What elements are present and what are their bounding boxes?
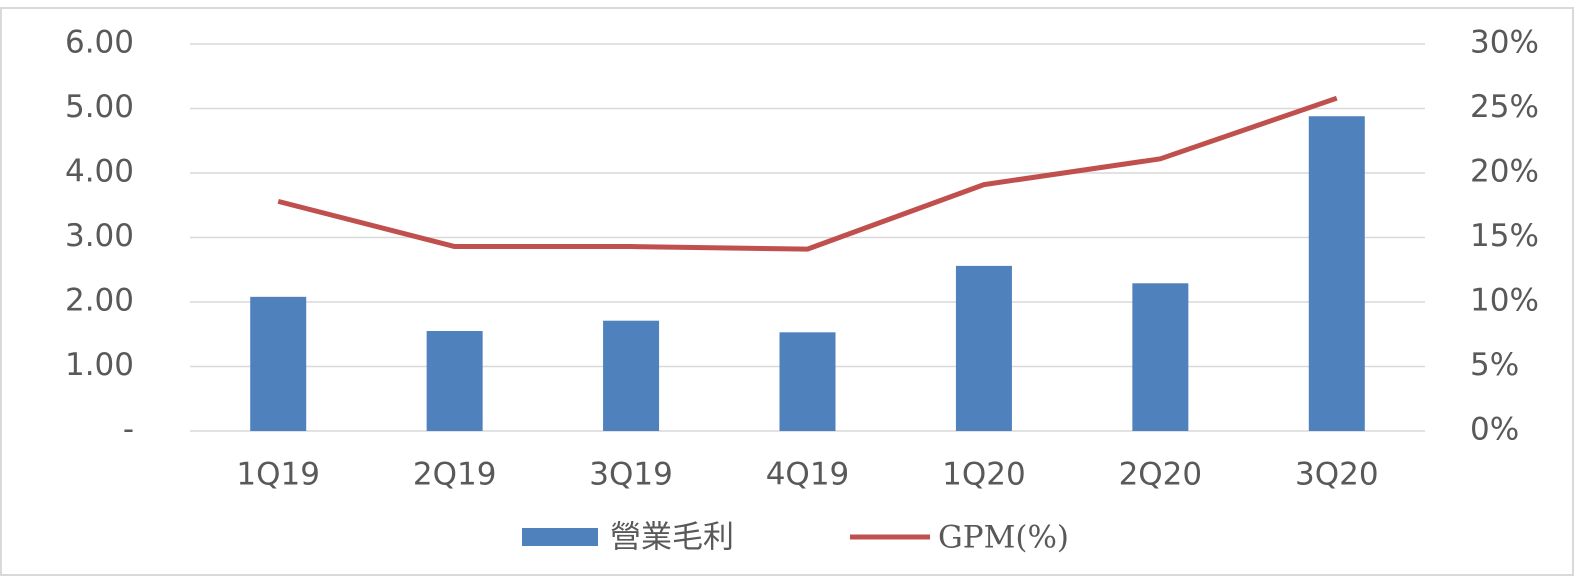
legend-label: GPM(%)	[938, 520, 1069, 556]
y2-tick-label: 25%	[1470, 89, 1539, 125]
y-tick-label: 4.00	[65, 154, 134, 190]
y-tick-label: -	[123, 412, 134, 448]
y-tick-label: 6.00	[65, 25, 134, 61]
legend-label: 營業毛利	[610, 520, 734, 556]
x-tick-label: 2Q20	[1119, 457, 1203, 493]
x-tick-label: 3Q19	[589, 457, 673, 493]
bar	[955, 265, 1012, 431]
x-tick-label: 1Q19	[236, 457, 320, 493]
y2-tick-label: 5%	[1470, 347, 1519, 383]
y-tick-label: 2.00	[65, 283, 134, 319]
y2-tick-label: 10%	[1470, 283, 1539, 319]
legend-swatch	[522, 528, 598, 546]
y-tick-label: 1.00	[65, 347, 134, 383]
bar	[1308, 116, 1365, 432]
y2-tick-label: 15%	[1470, 218, 1539, 254]
bar	[250, 296, 307, 431]
x-tick-label: 4Q19	[766, 457, 850, 493]
y-tick-label: 5.00	[65, 89, 134, 125]
x-tick-label: 1Q20	[942, 457, 1026, 493]
bar	[779, 332, 836, 431]
y2-tick-label: 30%	[1470, 25, 1539, 61]
y-tick-label: 3.00	[65, 218, 134, 254]
y2-tick-label: 0%	[1470, 412, 1519, 448]
y2-tick-label: 20%	[1470, 154, 1539, 190]
x-tick-label: 3Q20	[1295, 457, 1379, 493]
chart-frame	[0, 7, 1574, 576]
bar	[426, 331, 483, 431]
bar	[1132, 283, 1189, 431]
bar	[603, 320, 660, 431]
line	[277, 95, 1338, 252]
x-tick-label: 2Q19	[413, 457, 497, 493]
